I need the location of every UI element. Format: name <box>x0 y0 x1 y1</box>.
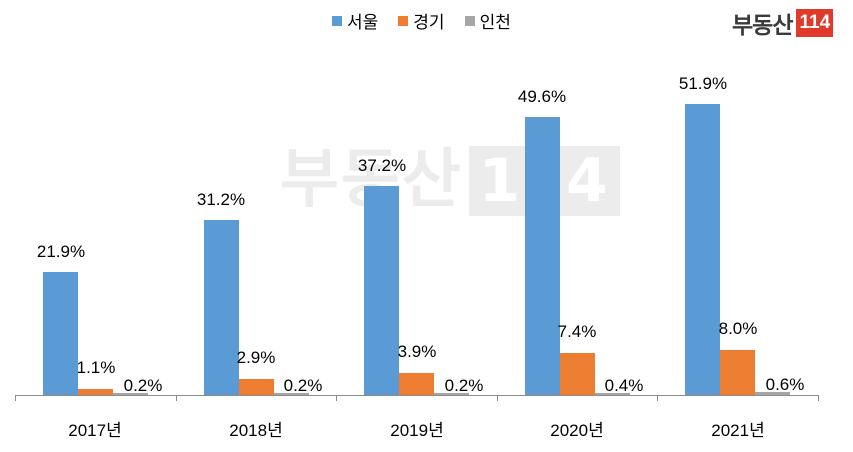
data-label: 49.6% <box>517 87 567 106</box>
bar-1-3 <box>560 353 595 395</box>
legend-label: 인천 <box>479 13 511 32</box>
bar-2-1 <box>274 393 309 395</box>
data-label: 0.4% <box>604 376 644 395</box>
category-label: 2017년 <box>68 421 122 440</box>
category-label: 2020년 <box>550 421 604 440</box>
axis-tick <box>497 395 498 401</box>
axis-tick <box>818 395 819 401</box>
legend-item-gyeonggi: 경기 <box>398 8 445 33</box>
legend-swatch-seoul <box>332 15 342 26</box>
bar-0-1 <box>204 220 239 395</box>
bar-2-4 <box>755 392 790 395</box>
bar-1-0 <box>78 389 113 395</box>
bar-1-1 <box>239 379 274 395</box>
category-label: 2021년 <box>711 421 765 440</box>
brand-logo: 부동산 114 <box>732 6 834 40</box>
axis-tick <box>657 395 658 401</box>
data-label: 7.4% <box>557 322 597 341</box>
bar-2-0 <box>113 393 148 395</box>
bar-2-2 <box>434 393 469 395</box>
data-label: 37.2% <box>357 156 407 175</box>
bar-1-2 <box>399 373 434 395</box>
data-label: 1.1% <box>76 358 116 377</box>
category-label: 2018년 <box>229 421 283 440</box>
legend-swatch-gyeonggi <box>398 15 409 26</box>
data-label: 0.2% <box>283 376 323 395</box>
x-axis <box>15 395 818 396</box>
bar-0-0 <box>43 272 78 395</box>
category-label: 2019년 <box>390 421 444 440</box>
bar-0-3 <box>525 117 560 395</box>
data-label: 0.2% <box>444 376 484 395</box>
chart-legend: 서울 경기 인천 <box>332 8 511 33</box>
data-label: 2.9% <box>236 348 276 367</box>
bar-1-4 <box>720 350 755 395</box>
legend-item-seoul: 서울 <box>332 8 378 33</box>
logo-text: 부동산 <box>732 13 793 39</box>
data-label: 51.9% <box>678 74 728 93</box>
axis-tick <box>15 395 16 401</box>
bar-0-4 <box>685 104 720 395</box>
legend-swatch-incheon <box>464 15 475 26</box>
axis-tick <box>336 395 337 401</box>
legend-item-incheon: 인천 <box>464 8 511 33</box>
data-label: 8.0% <box>718 319 758 338</box>
data-label: 0.6% <box>765 375 805 394</box>
axis-tick <box>176 395 177 401</box>
data-label: 21.9% <box>36 242 86 261</box>
logo-badge: 114 <box>796 9 834 37</box>
data-label: 31.2% <box>196 190 246 209</box>
data-label: 3.9% <box>397 342 437 361</box>
bar-0-2 <box>364 186 399 395</box>
bar-2-3 <box>595 393 630 395</box>
legend-label: 서울 <box>347 13 379 32</box>
data-label: 0.2% <box>123 376 163 395</box>
legend-label: 경기 <box>413 13 445 32</box>
